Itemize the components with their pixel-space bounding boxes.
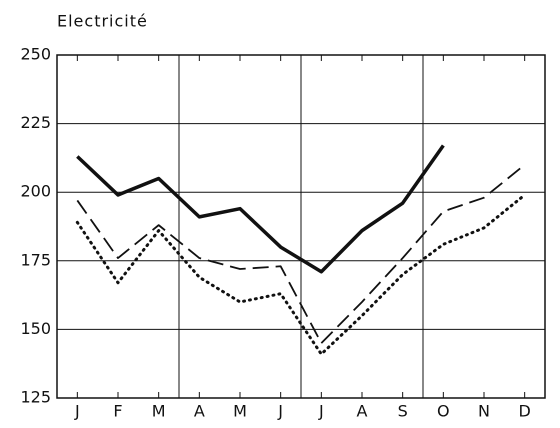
x-tick-label: A [194,402,205,421]
line-series [76,164,526,345]
y-tick-label: 175 [20,250,51,269]
y-tick-label: 225 [20,113,51,132]
y-tick-label: 200 [20,182,51,201]
chart-title: Electricité [57,12,148,31]
x-tick-label: J [277,402,283,421]
x-tick-label: J [318,402,324,421]
line-series [76,144,445,274]
x-tick-label: D [519,402,531,421]
x-tick-label: S [398,402,408,421]
x-tick-label: A [357,402,368,421]
x-tick-label: F [113,402,122,421]
line-series [75,193,527,356]
x-tick-label: J [74,402,80,421]
y-tick-label: 150 [20,319,51,338]
x-tick-label: M [233,402,247,421]
x-tick-label: N [478,402,490,421]
x-tick-label: M [152,402,166,421]
x-tick-label: O [437,402,450,421]
y-tick-label: 125 [20,388,51,407]
y-tick-label: 250 [20,45,51,64]
